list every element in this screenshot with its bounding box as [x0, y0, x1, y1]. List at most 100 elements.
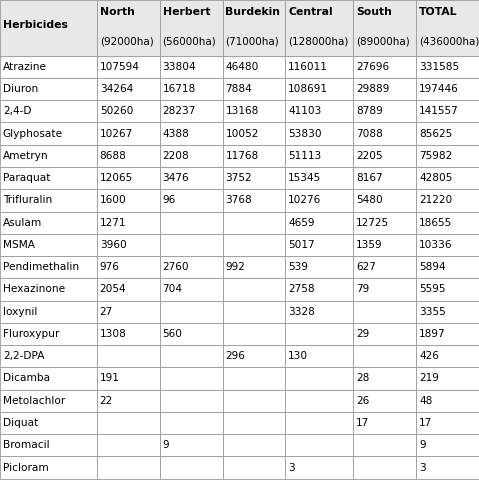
Bar	[285, 345, 354, 367]
Bar	[97, 412, 160, 434]
Text: 1897: 1897	[419, 329, 445, 339]
Text: (89000ha): (89000ha)	[356, 37, 410, 47]
Bar	[223, 345, 285, 367]
Bar	[285, 234, 354, 256]
Text: 1600: 1600	[100, 196, 126, 205]
Text: Herbert: Herbert	[162, 7, 210, 17]
Text: 96: 96	[162, 196, 176, 205]
Bar	[0, 122, 97, 145]
Bar	[97, 78, 160, 100]
Text: 3960: 3960	[100, 240, 126, 250]
Text: 2,4-D: 2,4-D	[3, 106, 31, 116]
Bar	[0, 56, 97, 78]
Text: Ametryn: Ametryn	[3, 151, 48, 161]
Bar	[97, 345, 160, 367]
Bar	[416, 345, 479, 367]
Bar	[160, 0, 223, 56]
Text: North: North	[100, 7, 135, 17]
Bar	[0, 278, 97, 301]
Bar	[97, 456, 160, 479]
Text: 4388: 4388	[162, 129, 189, 138]
Text: 331585: 331585	[419, 62, 459, 72]
Bar	[285, 78, 354, 100]
Bar	[285, 367, 354, 390]
Bar	[0, 456, 97, 479]
Bar	[416, 167, 479, 189]
Text: 1308: 1308	[100, 329, 126, 339]
Text: Diquat: Diquat	[3, 418, 38, 428]
Bar	[223, 367, 285, 390]
Text: 21220: 21220	[419, 196, 452, 205]
Bar	[285, 56, 354, 78]
Bar	[97, 323, 160, 345]
Text: 41103: 41103	[288, 106, 321, 116]
Bar	[97, 212, 160, 234]
Bar	[160, 323, 223, 345]
Text: Burdekin: Burdekin	[226, 7, 280, 17]
Text: (128000ha): (128000ha)	[288, 37, 349, 47]
Bar	[0, 100, 97, 122]
Text: Herbicides: Herbicides	[3, 20, 68, 30]
Text: 426: 426	[419, 351, 439, 361]
Text: Ioxynil: Ioxynil	[3, 307, 37, 317]
Bar	[354, 278, 416, 301]
Text: 11768: 11768	[226, 151, 259, 161]
Text: 10052: 10052	[226, 129, 259, 138]
Bar	[285, 212, 354, 234]
Bar	[354, 145, 416, 167]
Text: 27696: 27696	[356, 62, 389, 72]
Bar	[285, 0, 354, 56]
Text: Asulam: Asulam	[3, 218, 42, 227]
Bar	[0, 256, 97, 278]
Bar	[285, 323, 354, 345]
Text: 219: 219	[419, 374, 439, 383]
Text: 50260: 50260	[100, 106, 133, 116]
Bar	[416, 145, 479, 167]
Bar	[160, 367, 223, 390]
Text: 46480: 46480	[226, 62, 259, 72]
Bar	[97, 256, 160, 278]
Text: Central: Central	[288, 7, 333, 17]
Bar	[0, 390, 97, 412]
Text: 539: 539	[288, 262, 308, 272]
Bar	[223, 434, 285, 456]
Text: 29889: 29889	[356, 84, 389, 94]
Bar	[354, 390, 416, 412]
Text: TOTAL: TOTAL	[419, 7, 457, 17]
Text: 29: 29	[356, 329, 369, 339]
Bar	[223, 456, 285, 479]
Text: 28237: 28237	[162, 106, 196, 116]
Bar	[0, 345, 97, 367]
Bar	[97, 301, 160, 323]
Bar	[416, 256, 479, 278]
Bar	[160, 100, 223, 122]
Text: 3355: 3355	[419, 307, 446, 317]
Text: 8688: 8688	[100, 151, 126, 161]
Text: 85625: 85625	[419, 129, 452, 138]
Bar	[354, 167, 416, 189]
Bar	[97, 189, 160, 212]
Bar	[285, 390, 354, 412]
Bar	[416, 100, 479, 122]
Bar	[354, 456, 416, 479]
Text: 8789: 8789	[356, 106, 383, 116]
Bar	[0, 367, 97, 390]
Bar	[285, 278, 354, 301]
Bar	[354, 367, 416, 390]
Bar	[97, 145, 160, 167]
Bar	[354, 345, 416, 367]
Bar	[160, 256, 223, 278]
Text: 197446: 197446	[419, 84, 459, 94]
Text: 976: 976	[100, 262, 120, 272]
Text: 2054: 2054	[100, 285, 126, 294]
Bar	[160, 167, 223, 189]
Bar	[160, 122, 223, 145]
Text: Picloram: Picloram	[3, 463, 49, 472]
Text: (71000ha): (71000ha)	[226, 37, 279, 47]
Bar	[416, 301, 479, 323]
Text: 116011: 116011	[288, 62, 328, 72]
Text: 2208: 2208	[162, 151, 189, 161]
Bar	[160, 456, 223, 479]
Text: Bromacil: Bromacil	[3, 440, 49, 450]
Text: (56000ha): (56000ha)	[162, 37, 217, 47]
